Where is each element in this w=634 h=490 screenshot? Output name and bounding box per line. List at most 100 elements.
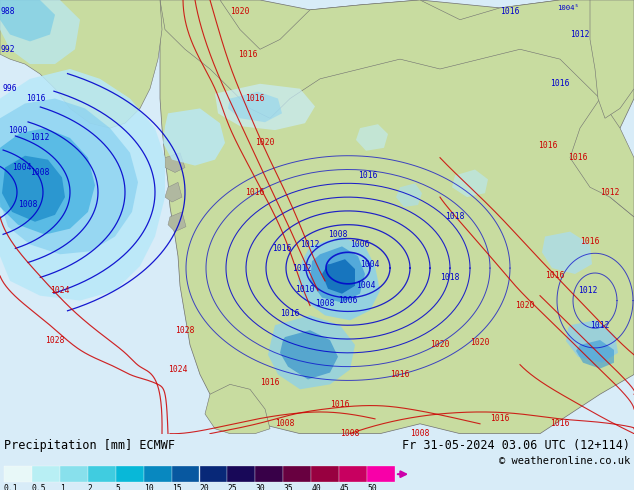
Bar [228,466,256,482]
Polygon shape [215,84,315,130]
Text: 1004⁵: 1004⁵ [557,5,579,11]
Text: 50: 50 [367,484,377,490]
Text: 1018: 1018 [440,273,460,282]
Text: 0.5: 0.5 [32,484,46,490]
Text: 15: 15 [172,484,181,490]
Text: 1: 1 [60,484,65,490]
Bar [32,466,60,482]
Polygon shape [160,0,634,217]
Text: 1016: 1016 [538,141,558,150]
Polygon shape [0,0,80,64]
Bar [367,466,395,482]
Text: 1006: 1006 [339,296,358,305]
Text: 1012: 1012 [301,240,320,249]
Polygon shape [0,69,165,300]
Bar [87,466,116,482]
Text: 40: 40 [311,484,321,490]
Text: 1006: 1006 [350,240,370,249]
Text: 1016: 1016 [26,94,46,103]
Text: 1020: 1020 [230,7,250,16]
Text: 1012: 1012 [578,286,598,295]
Text: 25: 25 [228,484,237,490]
Text: 1004: 1004 [360,260,380,269]
Polygon shape [160,0,634,434]
Polygon shape [566,320,618,363]
Text: 1016: 1016 [545,271,565,280]
Polygon shape [168,212,186,232]
Polygon shape [268,316,355,389]
Text: 1016: 1016 [245,188,265,196]
Polygon shape [322,259,355,294]
Text: 1000: 1000 [8,125,28,135]
Text: 1016: 1016 [568,153,588,162]
Text: 45: 45 [339,484,349,490]
Text: 1004: 1004 [356,281,376,290]
Bar [311,466,339,482]
Text: 20: 20 [200,484,209,490]
Text: 1016: 1016 [391,370,410,379]
Text: 30: 30 [256,484,265,490]
Text: 1016: 1016 [550,419,570,428]
Polygon shape [576,340,614,368]
Polygon shape [163,108,225,166]
Text: 1018: 1018 [445,212,465,221]
Polygon shape [2,156,65,222]
Text: 10: 10 [144,484,153,490]
Text: 1016: 1016 [358,171,378,180]
Bar [172,466,200,482]
Text: 996: 996 [3,84,17,93]
Text: 1012: 1012 [590,321,610,330]
Text: 988: 988 [1,7,15,16]
Text: 1008: 1008 [410,429,430,438]
Text: 992: 992 [1,45,15,54]
Bar [60,466,87,482]
Text: 1028: 1028 [175,326,195,335]
Polygon shape [0,98,138,254]
Bar [116,466,144,482]
Polygon shape [205,384,270,434]
Text: 1008: 1008 [315,299,335,308]
Text: © weatheronline.co.uk: © weatheronline.co.uk [499,456,630,466]
Polygon shape [542,232,592,274]
Text: 1020: 1020 [470,339,489,347]
Text: 1016: 1016 [500,7,520,16]
Bar [256,466,283,482]
Text: 1008: 1008 [328,230,348,239]
Text: 1010: 1010 [295,285,314,294]
Text: 1008: 1008 [30,168,49,177]
Text: 1012: 1012 [600,188,620,196]
Bar [200,466,228,482]
Text: 1024: 1024 [50,286,70,295]
Text: 1024: 1024 [168,365,188,374]
Text: 1016: 1016 [490,415,510,423]
Polygon shape [165,182,182,202]
Text: 1012: 1012 [30,133,49,143]
Text: 1016: 1016 [330,399,350,409]
Polygon shape [0,0,162,128]
Text: 1008: 1008 [18,200,38,210]
Polygon shape [590,0,634,118]
Polygon shape [228,92,282,122]
Polygon shape [165,153,185,172]
Text: 1016: 1016 [260,378,280,387]
Polygon shape [396,183,422,207]
Text: 1016: 1016 [272,244,292,253]
Text: 1020: 1020 [430,341,450,349]
Text: 1004: 1004 [12,163,32,172]
Text: 35: 35 [283,484,293,490]
Polygon shape [0,0,55,41]
Text: 1016: 1016 [238,49,258,59]
Polygon shape [280,330,338,379]
Bar [4,466,32,482]
Text: 5: 5 [116,484,120,490]
Text: 1016: 1016 [550,79,570,88]
Text: 1028: 1028 [45,336,65,344]
Bar [144,466,172,482]
Text: 2: 2 [87,484,93,490]
Text: 1008: 1008 [340,429,359,438]
Polygon shape [298,237,380,320]
Bar [283,466,311,482]
Text: 1020: 1020 [515,301,534,310]
Polygon shape [452,170,488,197]
Text: 1016: 1016 [245,94,265,103]
